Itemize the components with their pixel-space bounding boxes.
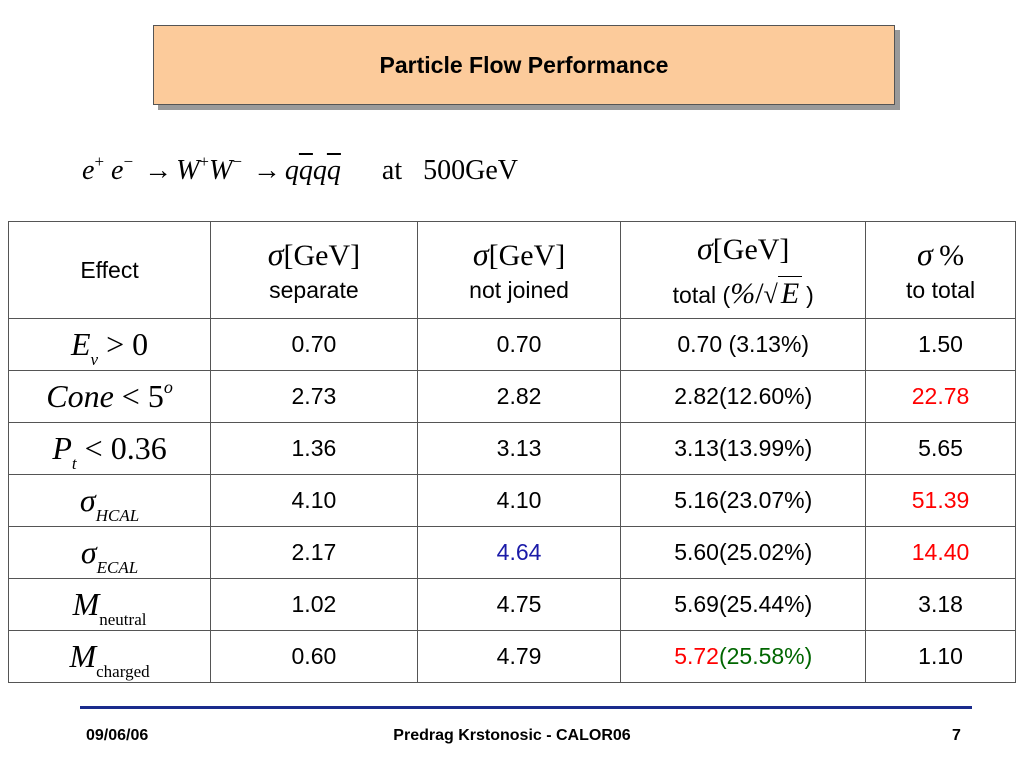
arrow-icon: → (252, 155, 281, 186)
effect-cell: Cone < 5o (7, 370, 212, 423)
header-sigma-percent: σ % to total (865, 221, 1016, 319)
to-total-cell: 1.50 (865, 318, 1016, 371)
not-joined-cell: 4.64 (416, 526, 622, 579)
electron-symbol: e (111, 155, 124, 186)
total-cell: 0.70 (3.13%) (620, 318, 867, 371)
antiquark-symbol: q (326, 155, 341, 186)
antiquark-symbol: q (298, 155, 313, 186)
table-row: σHCAL 4.10 4.10 5.16(23.07%) 51.39 (7, 474, 1016, 527)
header-sub-total: total (%/√ E) (672, 275, 814, 310)
total-cell: 5.60(25.02%) (620, 526, 867, 579)
table-row: Pt < 0.36 1.36 3.13 3.13(13.99%) 5.65 (7, 422, 1016, 475)
w-plus-charge: + (199, 152, 209, 171)
footer-date: 09/06/06 (86, 727, 149, 744)
title-box: Particle Flow Performance (153, 25, 895, 105)
header-sigma-total: σ[GeV] total (%/√ E) (620, 221, 867, 319)
table-row: Cone < 5o 2.73 2.82 2.82(12.60%) 22.78 (7, 370, 1016, 423)
to-total-cell: 1.10 (865, 630, 1016, 683)
separate-cell: 1.02 (210, 578, 418, 631)
energy-symbol: E (777, 275, 803, 310)
to-total-cell: 22.78 (865, 370, 1016, 423)
total-percent-highlight: (25.58%) (718, 643, 813, 669)
at-label: at (381, 155, 403, 186)
arrow-icon: → (144, 155, 173, 186)
footer-author: Predrag Krstonosic - CALOR06 (393, 727, 631, 744)
separate-cell: 1.36 (210, 422, 418, 475)
page-title: Particle Flow Performance (379, 51, 669, 78)
separate-cell: 0.60 (210, 630, 418, 683)
total-cell: 5.72(25.58%) (620, 630, 867, 683)
separate-cell: 2.17 (210, 526, 418, 579)
sigma-symbol: σ (267, 236, 284, 272)
performance-table: Effect σ[GeV] separate σ[GeV] not joined… (7, 221, 1016, 683)
electron-symbol: e (82, 155, 95, 186)
table-row: Mcharged 0.60 4.79 5.72(25.58%) 1.10 (7, 630, 1016, 683)
quark-symbol: q (284, 155, 299, 186)
effect-cell: Eν > 0 (7, 318, 212, 371)
header-sub-separate: separate (269, 277, 359, 303)
header-sub-to-total: to total (906, 277, 976, 303)
total-suffix: ) (806, 281, 814, 308)
total-prefix: total ( (672, 281, 731, 308)
table-row: σECAL 2.17 4.64 5.60(25.02%) 14.40 (7, 526, 1016, 579)
separate-cell: 2.73 (210, 370, 418, 423)
to-total-cell: 5.65 (865, 422, 1016, 475)
header-effect: Effect (7, 221, 212, 319)
not-joined-cell: 4.75 (416, 578, 622, 631)
energy-label: 500GeV (423, 155, 518, 186)
w-boson-symbol: W (176, 155, 200, 186)
sigma-symbol: σ (472, 236, 489, 272)
effect-cell: Mneutral (7, 578, 212, 631)
to-total-cell: 51.39 (865, 474, 1016, 527)
w-boson-symbol: W (208, 155, 233, 186)
slash-symbol: / (755, 276, 764, 310)
electron-charge: − (123, 152, 134, 171)
effect-cell: Pt < 0.36 (7, 422, 212, 475)
effect-cell: σECAL (7, 526, 212, 579)
header-sub-not-joined: not joined (469, 277, 569, 303)
total-cell: 3.13(13.99%) (620, 422, 867, 475)
not-joined-cell: 4.10 (416, 474, 622, 527)
not-joined-cell: 4.79 (416, 630, 622, 683)
total-cell: 5.16(23.07%) (620, 474, 867, 527)
quark-symbol: q (312, 155, 327, 186)
w-minus-charge: − (232, 152, 242, 171)
table-row: Eν > 0 0.70 0.70 0.70 (3.13%) 1.50 (7, 318, 1016, 371)
gev-unit: [GeV] (488, 239, 566, 272)
to-total-cell: 14.40 (865, 526, 1016, 579)
positron-charge: + (94, 152, 105, 171)
separate-cell: 0.70 (210, 318, 418, 371)
process-equation: e+ e− → W+W− → qqqq at 500GeV (82, 152, 518, 187)
effect-cell: σHCAL (7, 474, 212, 527)
total-cell: 5.69(25.44%) (620, 578, 867, 631)
table-header-row: Effect σ[GeV] separate σ[GeV] not joined… (7, 221, 1016, 319)
total-value-highlight: 5.72 (674, 643, 719, 669)
gev-unit: [GeV] (283, 239, 361, 272)
separate-cell: 4.10 (210, 474, 418, 527)
percent-symbol: % (730, 276, 756, 310)
percent-symbol: % (939, 239, 965, 272)
not-joined-cell: 3.13 (416, 422, 622, 475)
total-cell: 2.82(12.60%) (620, 370, 867, 423)
header-sigma-not-joined: σ[GeV] not joined (416, 221, 622, 319)
to-total-cell: 3.18 (865, 578, 1016, 631)
gev-unit: [GeV] (712, 232, 790, 266)
footer-divider (80, 706, 972, 709)
table-row: Mneutral 1.02 4.75 5.69(25.44%) 3.18 (7, 578, 1016, 631)
header-sigma-separate: σ[GeV] separate (210, 221, 418, 319)
sigma-symbol: σ (697, 229, 713, 266)
footer-page-number: 7 (952, 727, 961, 744)
not-joined-cell: 0.70 (416, 318, 622, 371)
not-joined-cell: 2.82 (416, 370, 622, 423)
sigma-symbol: σ (916, 236, 933, 272)
effect-cell: Mcharged (7, 630, 212, 683)
